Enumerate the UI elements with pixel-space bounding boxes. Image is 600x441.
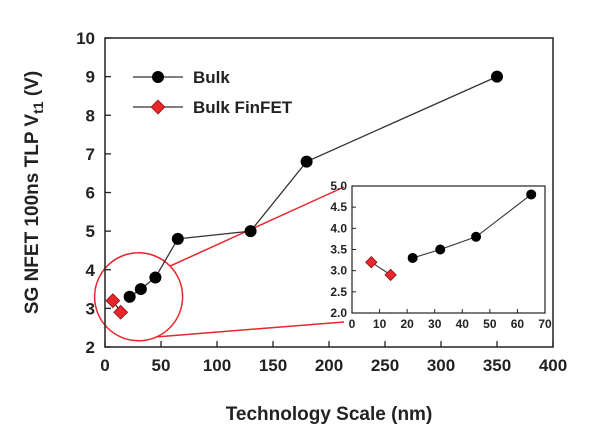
y-axis-title-unit: (V) [22,71,43,102]
inset-plot: 0 10 20 30 40 50 60 70 2.0 2.5 3.0 3.5 4.0 4.5 5.0 [330,179,552,331]
legend-entry-bulk: Bulk [133,68,230,87]
main-x-ticks: 0 50 100 150 200 250 300 350 400 [100,341,567,375]
legend-entry-bulk-finfet: Bulk FinFET [133,98,293,117]
legend: Bulk Bulk FinFET [133,68,293,117]
legend-label-bulk: Bulk [193,68,230,87]
inset-x-tick-label: 0 [349,317,356,331]
inset-y-tick-label: 3.0 [330,264,347,278]
inset-x-ticks: 0 10 20 30 40 50 60 70 [349,309,552,331]
series-bulk-finfet [105,293,129,320]
y-tick-label: 3 [86,299,95,318]
x-tick-label: 350 [483,356,511,375]
inset-x-tick-label: 10 [373,317,387,331]
inset-series [365,189,537,282]
y-tick-label: 5 [86,222,95,241]
main-y-ticks: 2 3 4 5 6 7 8 9 10 [76,29,111,357]
inset-y-tick-label: 2.0 [330,306,347,320]
legend-marker-bulk [152,71,164,83]
y-tick-label: 6 [86,184,95,203]
x-tick-label: 200 [315,356,343,375]
data-point-bulk [244,225,257,238]
x-tick-label: 400 [539,356,567,375]
data-point-bulk-finfet [105,293,121,309]
inset-y-tick-label: 3.5 [330,243,347,257]
legend-label-bulk-finfet: Bulk FinFET [193,98,293,117]
inset-x-tick-label: 40 [456,317,470,331]
inset-x-tick-label: 60 [511,317,525,331]
y-tick-label: 8 [86,106,95,125]
inset-x-tick-label: 70 [538,317,552,331]
data-point-bulk [123,290,136,303]
inset-y-tick-label: 2.5 [330,285,347,299]
inset-background [352,186,545,313]
zoom-circle [93,252,184,342]
y-tick-label: 7 [86,145,95,164]
data-point-bulk [491,70,503,83]
inset-series-line-bulk [412,194,532,259]
inset-x-tick-label: 50 [483,317,497,331]
legend-marker-bulk-finfet [150,99,166,115]
inset-y-ticks: 2.0 2.5 3.0 3.5 4.0 4.5 5.0 [330,179,356,320]
data-point-bulk [149,271,162,284]
inset-series-bulk [407,189,537,263]
inset-data-point-bulk [435,244,446,255]
x-tick-label: 300 [427,356,455,375]
series-bulk [123,70,503,303]
y-axis-title-main: SG NFET 100ns TLP V [22,114,43,315]
x-axis-title: Technology Scale (nm) [226,404,433,425]
x-tick-label: 150 [259,356,287,375]
inset-y-tick-label: 4.5 [330,200,347,214]
y-tick-label: 9 [86,68,95,87]
y-tick-label: 2 [86,338,95,357]
zoom-indicator [93,186,345,342]
y-axis-title: SG NFET 100ns TLP Vt1 (V) [22,71,46,314]
zoom-connector-bottom [157,321,345,338]
inset-data-point-bulk [407,252,418,263]
x-tick-label: 50 [152,356,171,375]
zoom-connector-top [169,186,345,267]
main-series [105,70,503,320]
inset-x-tick-label: 20 [400,317,414,331]
data-point-bulk [300,155,313,168]
data-point-bulk [134,283,147,296]
inset-data-point-bulk [471,231,482,242]
x-tick-label: 100 [203,356,231,375]
data-point-bulk [171,232,184,245]
inset-data-point-bulk-finfet [384,268,397,282]
inset-y-tick-label: 5.0 [330,179,347,193]
x-tick-label: 250 [371,356,399,375]
inset-data-point-bulk-finfet [365,256,378,269]
x-tick-label: 0 [100,356,109,375]
y-axis-title-subscript: t1 [30,101,46,114]
y-tick-label: 4 [86,261,96,280]
inset-x-tick-label: 30 [428,317,442,331]
inset-series-bulk-finfet [365,256,397,282]
data-point-bulk-finfet [113,304,129,320]
y-tick-label: 10 [76,29,95,48]
inset-y-tick-label: 4.0 [330,221,347,235]
inset-data-point-bulk [526,189,537,200]
